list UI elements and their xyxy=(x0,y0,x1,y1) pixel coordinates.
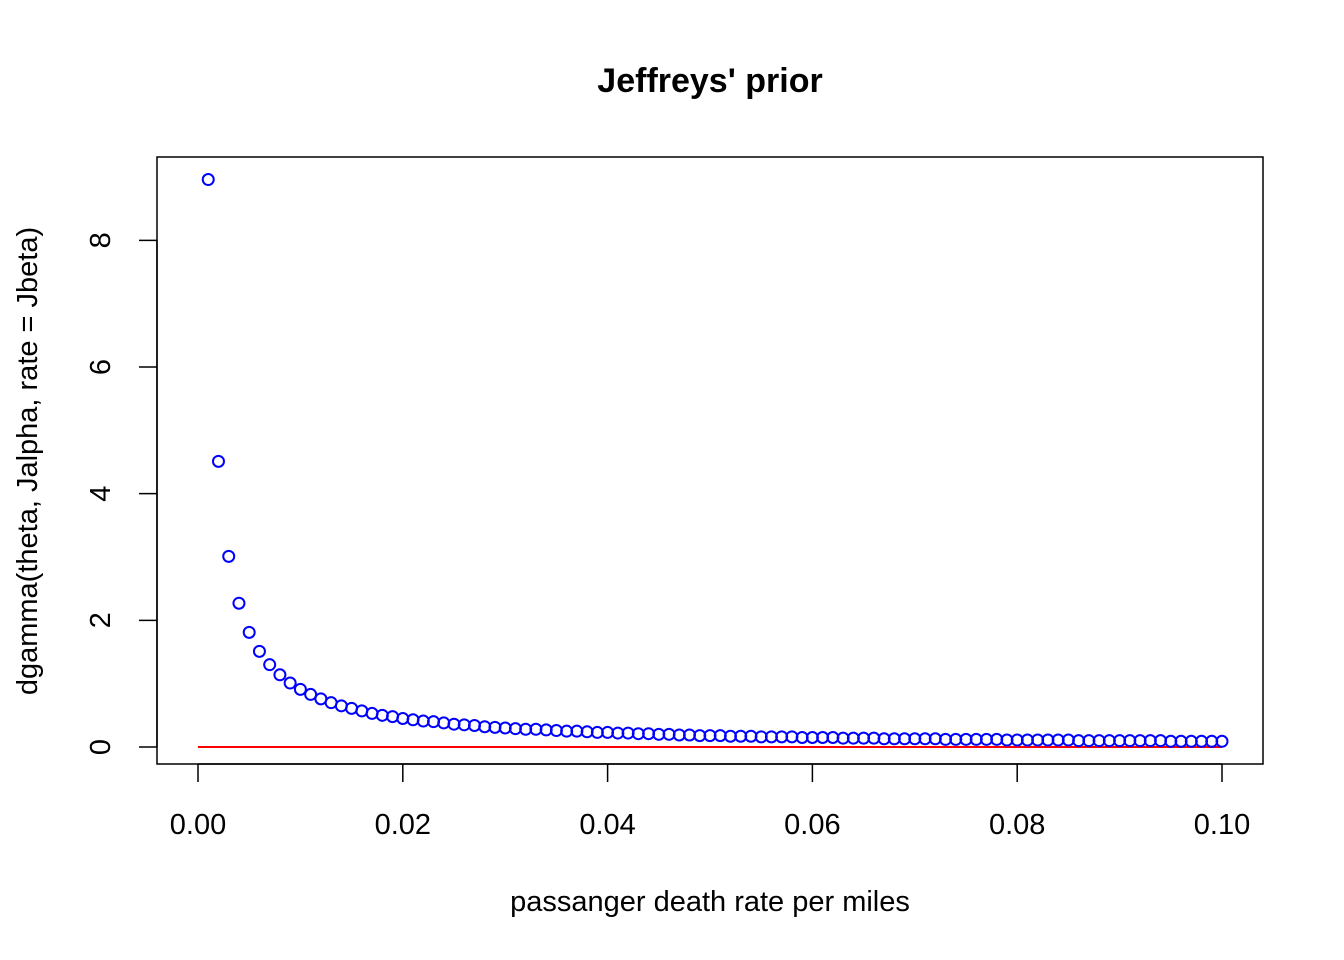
x-tick-label: 0.02 xyxy=(375,809,431,841)
x-axis: 0.00 0.02 0.04 0.06 0.08 0.10 xyxy=(170,763,1250,841)
data-point xyxy=(283,676,297,690)
data-point xyxy=(1215,734,1229,748)
data-point xyxy=(396,712,410,725)
x-axis-label: passanger death rate per miles xyxy=(510,886,910,918)
data-point xyxy=(375,708,389,722)
y-axis: 0 2 4 6 8 xyxy=(85,232,158,755)
x-tick-label: 0.04 xyxy=(579,809,635,841)
y-tick-label: 8 xyxy=(85,232,117,248)
x-tick-label: 0.08 xyxy=(989,809,1045,841)
y-axis-label: dgamma(theta, Jalpha, rate = Jbeta) xyxy=(12,227,44,695)
data-point xyxy=(242,625,256,639)
data-point xyxy=(263,658,277,672)
chart-title: Jeffreys' prior xyxy=(597,62,822,100)
x-tick-label: 0.00 xyxy=(170,809,226,841)
y-tick-label: 4 xyxy=(85,486,117,502)
x-tick-label: 0.06 xyxy=(784,809,840,841)
data-point xyxy=(334,699,348,713)
data-points-layer xyxy=(201,173,1229,748)
data-point xyxy=(252,644,266,658)
data-point xyxy=(365,706,379,720)
data-point xyxy=(201,173,215,187)
data-point xyxy=(232,596,246,610)
data-point xyxy=(222,549,236,563)
y-tick-label: 0 xyxy=(85,739,117,755)
y-tick-label: 6 xyxy=(85,359,117,375)
data-point xyxy=(345,701,359,715)
data-point xyxy=(273,668,287,682)
data-point xyxy=(386,710,400,724)
data-point xyxy=(355,704,369,718)
data-point xyxy=(211,454,225,468)
plot-frame xyxy=(156,156,1264,765)
y-tick-label: 2 xyxy=(85,612,117,628)
data-point xyxy=(437,716,451,730)
data-point xyxy=(293,682,307,696)
data-point xyxy=(406,713,420,727)
x-tick-label: 0.10 xyxy=(1194,809,1250,841)
